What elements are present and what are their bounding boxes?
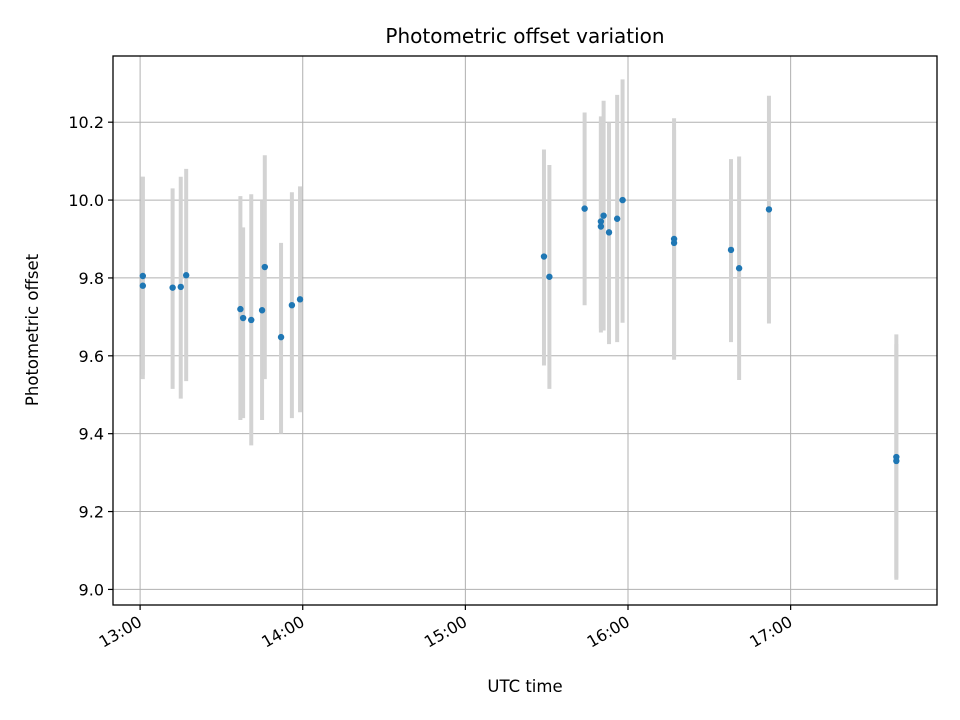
data-point: [239, 314, 247, 322]
x-axis-label: UTC time: [487, 677, 562, 696]
data-point: [169, 284, 176, 291]
data-point: [288, 301, 296, 309]
data-point: [261, 263, 268, 271]
data-point: [177, 283, 184, 291]
y-tick-label: 9.0: [79, 580, 104, 599]
data-point: [735, 265, 743, 272]
y-tick-label: 9.2: [79, 503, 104, 522]
data-point: [670, 239, 678, 247]
data-point: [765, 206, 773, 213]
y-tick-label: 9.8: [79, 269, 104, 288]
plot-frame: [112, 55, 938, 606]
data-point: [613, 215, 621, 222]
data-point: [139, 282, 147, 289]
data-point: [248, 316, 255, 324]
y-axis-label: Photometric offset: [23, 253, 42, 406]
y-axis-ticks: 9.0 9.2 9.4 9.6 9.8 10.0 10.2: [68, 113, 113, 599]
data-point: [893, 457, 900, 465]
data-point: [581, 205, 588, 212]
data-point: [296, 296, 304, 303]
y-tick-label: 10.0: [68, 191, 104, 210]
data-point: [605, 229, 613, 236]
chart-title: Photometric offset variation: [385, 24, 664, 48]
y-tick-label: 9.4: [79, 425, 104, 444]
data-points: [139, 196, 900, 465]
data-point: [546, 273, 553, 280]
data-point: [277, 333, 285, 341]
y-tick-label: 10.2: [68, 113, 104, 132]
data-point: [237, 305, 244, 313]
data-point: [258, 307, 266, 314]
data-point: [727, 246, 735, 254]
data-point: [597, 218, 605, 225]
data-point: [182, 272, 190, 279]
y-tick-label: 9.6: [79, 347, 104, 366]
data-point: [540, 253, 548, 260]
data-point: [619, 196, 626, 204]
data-point: [597, 223, 605, 230]
data-point: [139, 272, 147, 280]
data-point: [600, 212, 607, 219]
